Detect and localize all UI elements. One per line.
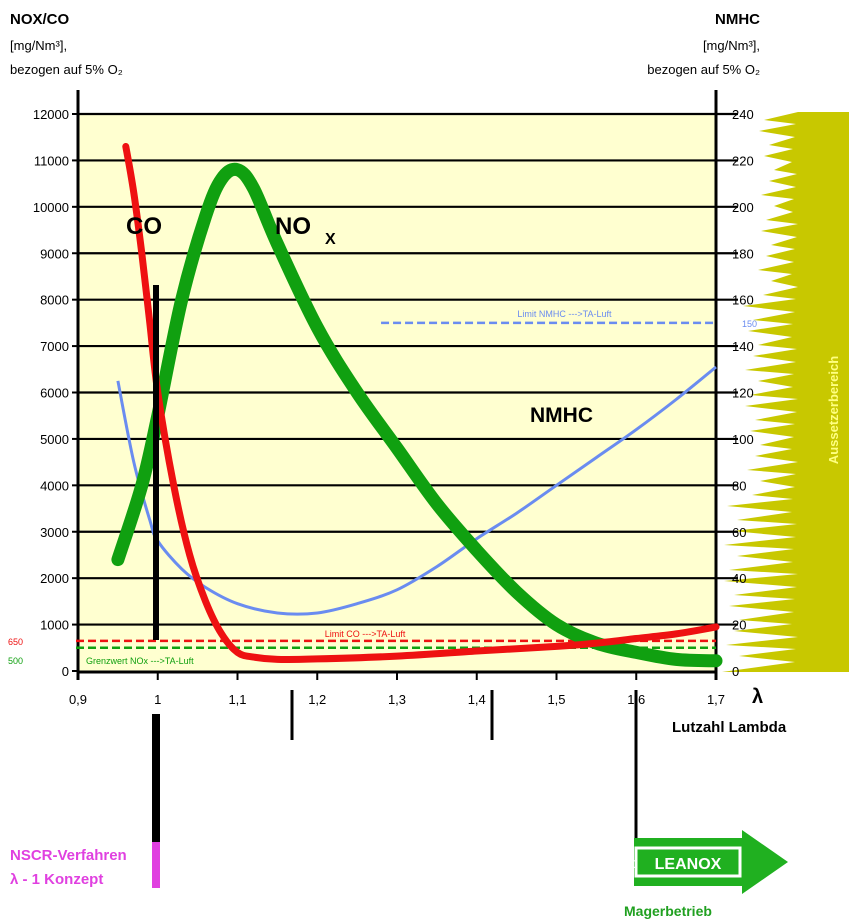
- x-tick-label: 1,5: [547, 692, 565, 707]
- right-axis-title-line1: NMHC: [715, 11, 760, 28]
- y-tick-label: 0: [62, 664, 69, 679]
- nmhc-curve-label: NMHC: [530, 404, 593, 427]
- nscr-marker-bar-end: [152, 842, 160, 888]
- y-tick-label: 12000: [33, 107, 69, 122]
- y2-tick-label: 0: [732, 664, 739, 679]
- y2-tick-label: 220: [732, 153, 754, 168]
- y2-tick-label: 240: [732, 107, 754, 122]
- y2-tick-label: 160: [732, 293, 754, 308]
- nmhc-limit-text: Limit NMHC --->TA-Luft: [517, 309, 612, 319]
- y-tick-label: 7000: [40, 339, 69, 354]
- nscr-label-line1: NSCR-Verfahren: [10, 847, 127, 864]
- nox-curve-label-sub: X: [325, 231, 336, 248]
- y2-tick-label: 20: [732, 618, 746, 633]
- x-axis-label: Lutzahl Lambda: [672, 719, 787, 736]
- nox-series-line: [111, 162, 723, 668]
- x-tick-label: 1,2: [308, 692, 326, 707]
- x-tick-label: 1: [154, 692, 161, 707]
- nox-limit-value: 500: [8, 656, 23, 666]
- nscr-marker-bar: [152, 714, 160, 842]
- magerbetrieb-label: Magerbetrieb: [624, 903, 712, 919]
- right-axis-ticks: 0 20 40 60 80 100 120 140 160 180 200 220 240: [732, 107, 754, 679]
- y2-tick-label: 40: [732, 571, 746, 586]
- nscr-label-line2: λ - 1 Konzept: [10, 871, 103, 888]
- y-tick-label: 4000: [40, 478, 69, 493]
- y-tick-label: 3000: [40, 525, 69, 540]
- y-tick-label: 6000: [40, 386, 69, 401]
- lambda-symbol: λ: [752, 686, 763, 708]
- aussetzer-band: [722, 112, 849, 672]
- x-tick-label: 1,1: [228, 692, 246, 707]
- co-curve-label: CO: [126, 213, 162, 240]
- left-axis-title-line2: [mg/Nm³],: [10, 38, 67, 53]
- leanox-box: [634, 846, 742, 878]
- right-axis-title-line2: [mg/Nm³],: [703, 38, 760, 53]
- y-tick-label: 5000: [40, 432, 69, 447]
- nox-curve-label: NO: [275, 213, 311, 240]
- left-axis-title-line1: NOX/CO: [10, 11, 70, 28]
- co-series-line: [122, 143, 720, 664]
- right-axis-title-line3: bezogen auf 5% O₂: [647, 62, 760, 77]
- x-tick-label: 0,9: [69, 692, 87, 707]
- co-limit-text: Limit CO --->TA-Luft: [325, 629, 406, 639]
- y-tick-label: 8000: [40, 293, 69, 308]
- y2-tick-label: 140: [732, 339, 754, 354]
- aussetzer-label: Aussetzerbereich: [826, 356, 841, 464]
- left-axis-title-line3: bezogen auf 5% O₂: [10, 62, 123, 77]
- y2-tick-label: 100: [732, 432, 754, 447]
- y2-tick-label: 60: [732, 525, 746, 540]
- x-axis-ticks: 0,911,11,21,31,41,51,61,7: [69, 672, 725, 707]
- leanox-prefix: ©: [626, 856, 637, 872]
- y-tick-label: 2000: [40, 571, 69, 586]
- y2-tick-label: 180: [732, 246, 754, 261]
- co-limit-value: 650: [8, 637, 23, 647]
- y2-tick-label: 80: [732, 478, 746, 493]
- left-axis-ticks: 0 1000 2000 3000 4000 5000 6000 7000 8000 9000 100…: [33, 107, 78, 679]
- y2-tick-label: 200: [732, 200, 754, 215]
- x-tick-label: 1,4: [468, 692, 486, 707]
- y2-tick-label: 120: [732, 386, 754, 401]
- y-tick-label: 10000: [33, 200, 69, 215]
- nox-limit-text: Grenzwert NOx --->TA-Luft: [86, 656, 194, 666]
- y-tick-label: 11000: [34, 153, 69, 168]
- y-tick-label: 1000: [40, 618, 69, 633]
- x-tick-label: 1,3: [388, 692, 406, 707]
- leanox-label: LEANOX: [655, 856, 722, 873]
- nmhc-limit-value: 150: [742, 319, 757, 329]
- x-tick-label: 1,7: [707, 692, 725, 707]
- y-tick-label: 9000: [40, 246, 69, 261]
